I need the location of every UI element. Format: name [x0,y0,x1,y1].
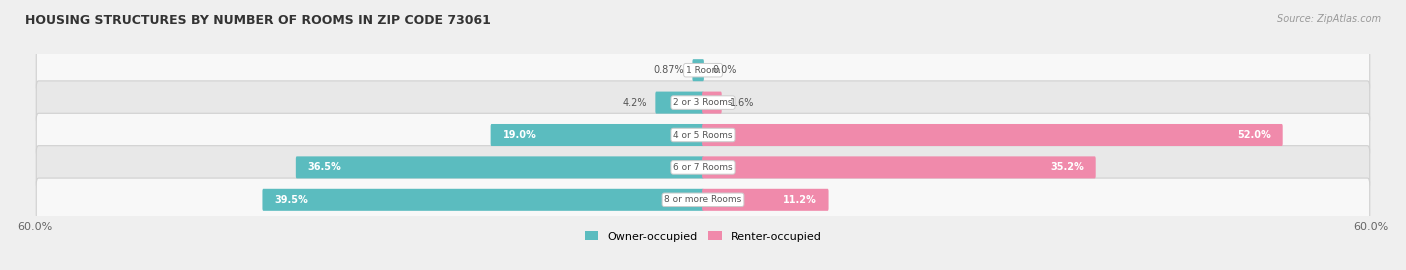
Text: 52.0%: 52.0% [1237,130,1271,140]
FancyBboxPatch shape [37,81,1369,124]
FancyBboxPatch shape [263,189,704,211]
FancyBboxPatch shape [295,156,704,178]
Text: 4.2%: 4.2% [623,97,647,108]
Text: 4 or 5 Rooms: 4 or 5 Rooms [673,130,733,140]
Text: 19.0%: 19.0% [503,130,537,140]
Text: Source: ZipAtlas.com: Source: ZipAtlas.com [1277,14,1381,23]
FancyBboxPatch shape [37,49,1369,92]
Legend: Owner-occupied, Renter-occupied: Owner-occupied, Renter-occupied [581,227,825,246]
FancyBboxPatch shape [702,124,1282,146]
Text: 39.5%: 39.5% [274,195,308,205]
FancyBboxPatch shape [37,146,1369,189]
Text: HOUSING STRUCTURES BY NUMBER OF ROOMS IN ZIP CODE 73061: HOUSING STRUCTURES BY NUMBER OF ROOMS IN… [25,14,491,26]
Text: 11.2%: 11.2% [783,195,817,205]
Text: 0.0%: 0.0% [711,65,737,75]
Text: 0.87%: 0.87% [654,65,685,75]
FancyBboxPatch shape [37,178,1369,221]
Text: 8 or more Rooms: 8 or more Rooms [665,195,741,204]
Text: 1 Room: 1 Room [686,66,720,75]
Text: 36.5%: 36.5% [308,162,342,173]
Text: 2 or 3 Rooms: 2 or 3 Rooms [673,98,733,107]
FancyBboxPatch shape [702,156,1095,178]
Text: 6 or 7 Rooms: 6 or 7 Rooms [673,163,733,172]
FancyBboxPatch shape [692,59,704,81]
Text: 1.6%: 1.6% [730,97,754,108]
FancyBboxPatch shape [491,124,704,146]
Text: 35.2%: 35.2% [1050,162,1084,173]
FancyBboxPatch shape [702,92,721,114]
FancyBboxPatch shape [702,189,828,211]
FancyBboxPatch shape [37,113,1369,157]
FancyBboxPatch shape [655,92,704,114]
